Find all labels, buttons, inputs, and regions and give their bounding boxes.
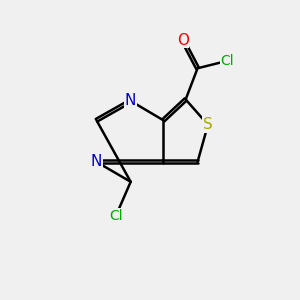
Text: O: O [177, 32, 189, 47]
Text: S: S [203, 117, 213, 132]
Text: N: N [91, 154, 102, 169]
Text: N: N [125, 94, 136, 109]
Text: Cl: Cl [220, 54, 234, 68]
Text: Cl: Cl [109, 209, 123, 223]
